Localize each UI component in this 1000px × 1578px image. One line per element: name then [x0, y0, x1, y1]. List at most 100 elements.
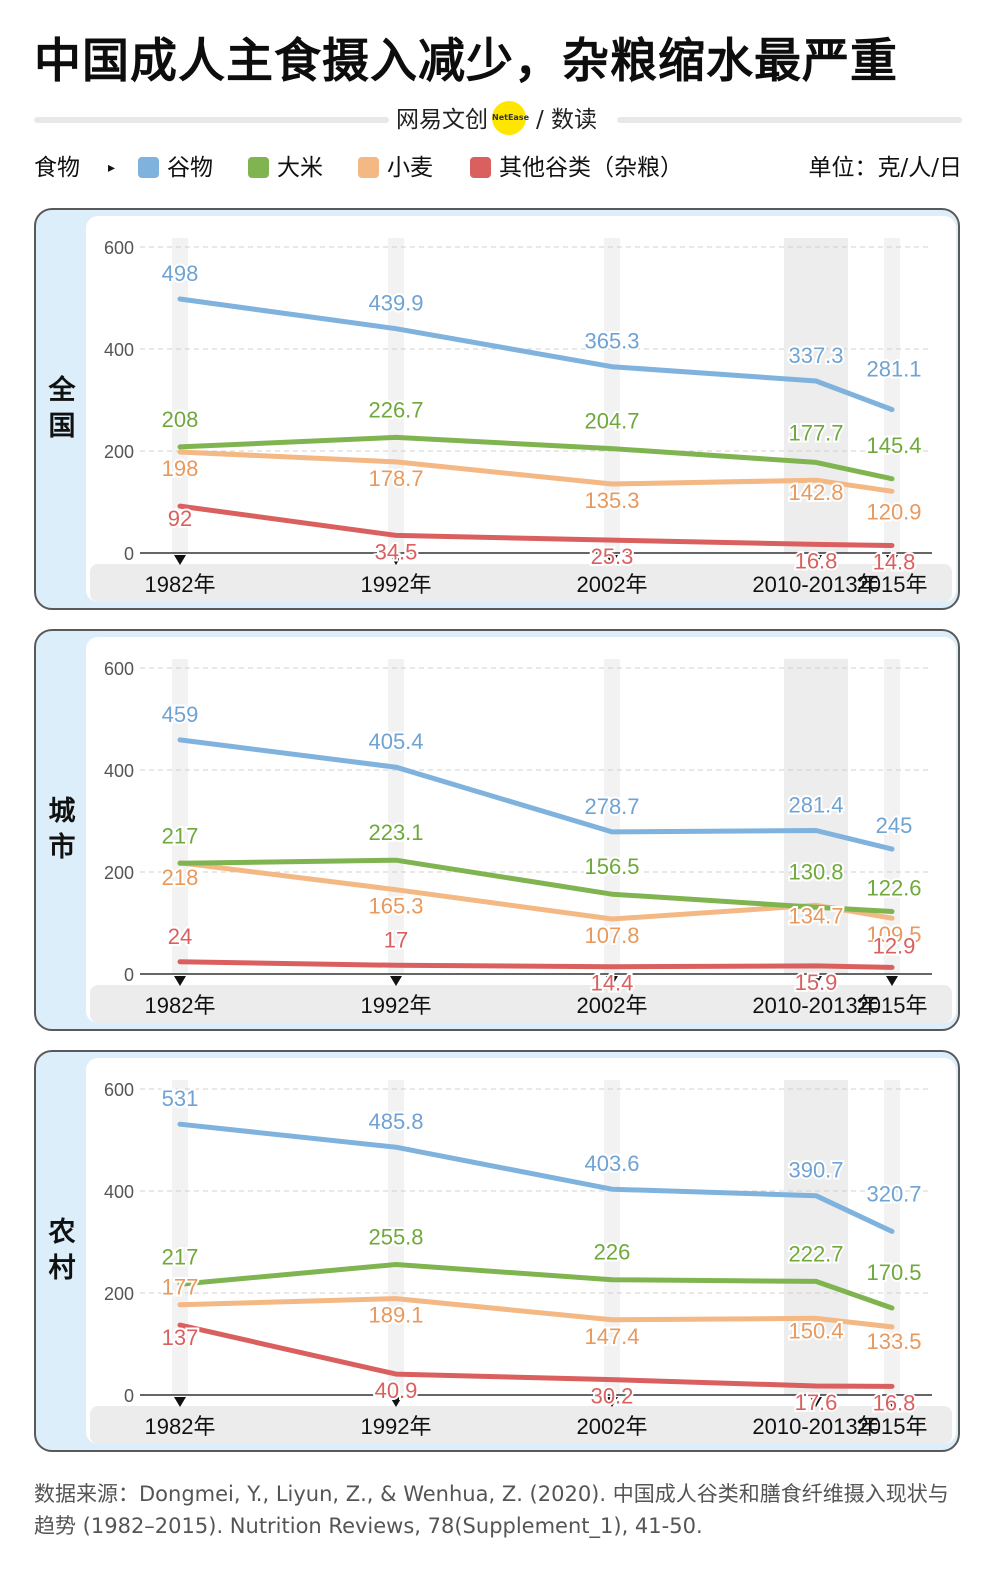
data-label: 189.1 — [368, 1303, 423, 1328]
data-label: 198 — [162, 456, 199, 481]
column-band — [884, 1080, 900, 1395]
x-axis-bar — [90, 1406, 952, 1444]
x-tick-marker — [174, 976, 186, 986]
data-label: 142.8 — [788, 480, 843, 505]
y-tick-label: 600 — [104, 1080, 134, 1100]
data-label: 217 — [162, 1244, 199, 1269]
region-label: 城市 — [44, 631, 80, 1029]
legend-swatch — [248, 157, 269, 178]
data-label: 137 — [162, 1325, 199, 1350]
line-chart-national: 0 200 400 600 1982年 1992年 2002年 2010-2013年2015年… — [90, 238, 952, 602]
column-band — [172, 1080, 188, 1395]
x-tick-label: 2015年 — [857, 993, 928, 1018]
data-label: 320.7 — [866, 1181, 921, 1206]
x-tick-marker — [390, 555, 402, 565]
series-line — [177, 434, 895, 482]
data-label: 281.1 — [866, 357, 921, 382]
series-line — [177, 1121, 895, 1234]
x-tick-marker — [810, 1397, 822, 1407]
line-chart-rural: 0 200 400 600 1982年 1992年 2002年 2010-2013年2015年… — [90, 1080, 952, 1444]
column-band — [388, 238, 404, 553]
data-label: 24 — [168, 924, 192, 949]
data-label: 16.8 — [795, 548, 838, 573]
x-tick-label: 1982年 — [145, 1414, 216, 1439]
y-tick-label: 600 — [104, 238, 134, 258]
y-tick-label: 0 — [124, 544, 134, 564]
data-label: 134.7 — [788, 903, 843, 928]
x-tick-marker — [390, 976, 402, 986]
data-label: 12.9 — [873, 933, 916, 958]
y-tick-label: 200 — [104, 1284, 134, 1304]
legend-swatch — [470, 157, 491, 178]
data-label: 204.7 — [584, 409, 639, 434]
column-band — [884, 238, 900, 553]
x-tick-marker — [174, 555, 186, 565]
data-label: 531 — [162, 1086, 199, 1111]
data-label: 222.7 — [788, 1241, 843, 1266]
data-label: 177.7 — [788, 420, 843, 445]
region-label-text: 城市 — [48, 796, 76, 863]
legend-item-wheat: 小麦 — [358, 150, 433, 186]
column-band-highlight — [784, 659, 848, 974]
data-label: 390.7 — [788, 1158, 843, 1183]
column-band — [604, 238, 620, 553]
data-label: 133.5 — [866, 1329, 921, 1354]
data-label: 485.8 — [368, 1109, 423, 1134]
data-label: 40.9 — [375, 1378, 418, 1403]
series-line — [177, 1296, 895, 1330]
x-tick-label: 1992年 — [361, 1414, 432, 1439]
panel-national: 全国 0 200 400 600 1982年 1992年 2002年 2010-2013年 20… — [34, 208, 960, 610]
y-tick-label: 0 — [124, 1386, 134, 1406]
data-label: 208 — [162, 407, 199, 432]
column-band — [884, 659, 900, 974]
series-line — [177, 737, 895, 852]
data-label: 439.9 — [368, 291, 423, 316]
data-label: 217 — [162, 823, 199, 848]
data-label: 170.5 — [866, 1260, 921, 1285]
x-tick-marker — [174, 1397, 186, 1407]
brand-sub: / 数读 — [536, 107, 598, 133]
data-label: 135.3 — [584, 488, 639, 513]
x-tick-label: 2002年 — [577, 993, 648, 1018]
column-band-highlight — [784, 238, 848, 553]
column-band — [172, 238, 188, 553]
data-label: 120.9 — [866, 499, 921, 524]
data-label: 405.4 — [368, 729, 423, 754]
y-tick-label: 0 — [124, 965, 134, 985]
data-label: 92 — [168, 506, 192, 531]
data-label: 107.8 — [584, 923, 639, 948]
x-tick-label: 1982年 — [145, 572, 216, 597]
data-label: 150.4 — [788, 1318, 843, 1343]
legend: 食物 ▸ 谷物 大米 小麦 其他谷类（杂粮） 单位：克/人/日 — [34, 150, 962, 186]
data-label: 223.1 — [368, 820, 423, 845]
series-line — [177, 1262, 895, 1311]
line-chart-urban: 0 200 400 600 1982年 1992年 2002年 2010-2013年2015年… — [90, 659, 952, 1023]
x-tick-marker — [390, 1397, 402, 1407]
data-label: 122.6 — [866, 875, 921, 900]
arrow-right-icon: ▸ — [108, 160, 116, 176]
chart-area: 0 200 400 600 1982年 1992年 2002年 2010-2013年 2015年… — [86, 216, 956, 602]
netease-badge-icon: NetEase — [492, 101, 529, 135]
unit-label: 单位：克/人/日 — [808, 155, 963, 181]
data-label: 14.8 — [873, 549, 916, 574]
y-tick-label: 600 — [104, 659, 134, 679]
region-label-text: 全国 — [48, 375, 76, 442]
data-label: 16.8 — [873, 1390, 916, 1415]
panel-rural: 农村 0 200 400 600 1982年 1992年 2002年 2010-2013年 20… — [34, 1050, 960, 1452]
data-label: 145.4 — [866, 433, 921, 458]
x-tick-marker — [606, 1397, 618, 1407]
legend-swatch — [138, 157, 159, 178]
x-tick-marker — [810, 976, 822, 986]
legend-item-rice: 大米 — [248, 150, 323, 186]
x-tick-label: 2010-2013年 — [752, 1414, 879, 1439]
page-title: 中国成人主食摄入减少，杂粮缩水最严重 — [34, 34, 898, 89]
series-line — [177, 296, 895, 413]
column-band — [604, 1080, 620, 1395]
series-line — [177, 449, 895, 494]
data-label: 281.4 — [788, 792, 843, 817]
data-label: 498 — [162, 261, 199, 286]
data-label: 459 — [162, 702, 199, 727]
legend-item-other-grains: 其他谷类（杂粮） — [470, 150, 683, 186]
chart-area: 0 200 400 600 1982年 1992年 2002年 2010-2013年 2015年… — [86, 637, 956, 1023]
data-label: 17 — [384, 927, 408, 952]
